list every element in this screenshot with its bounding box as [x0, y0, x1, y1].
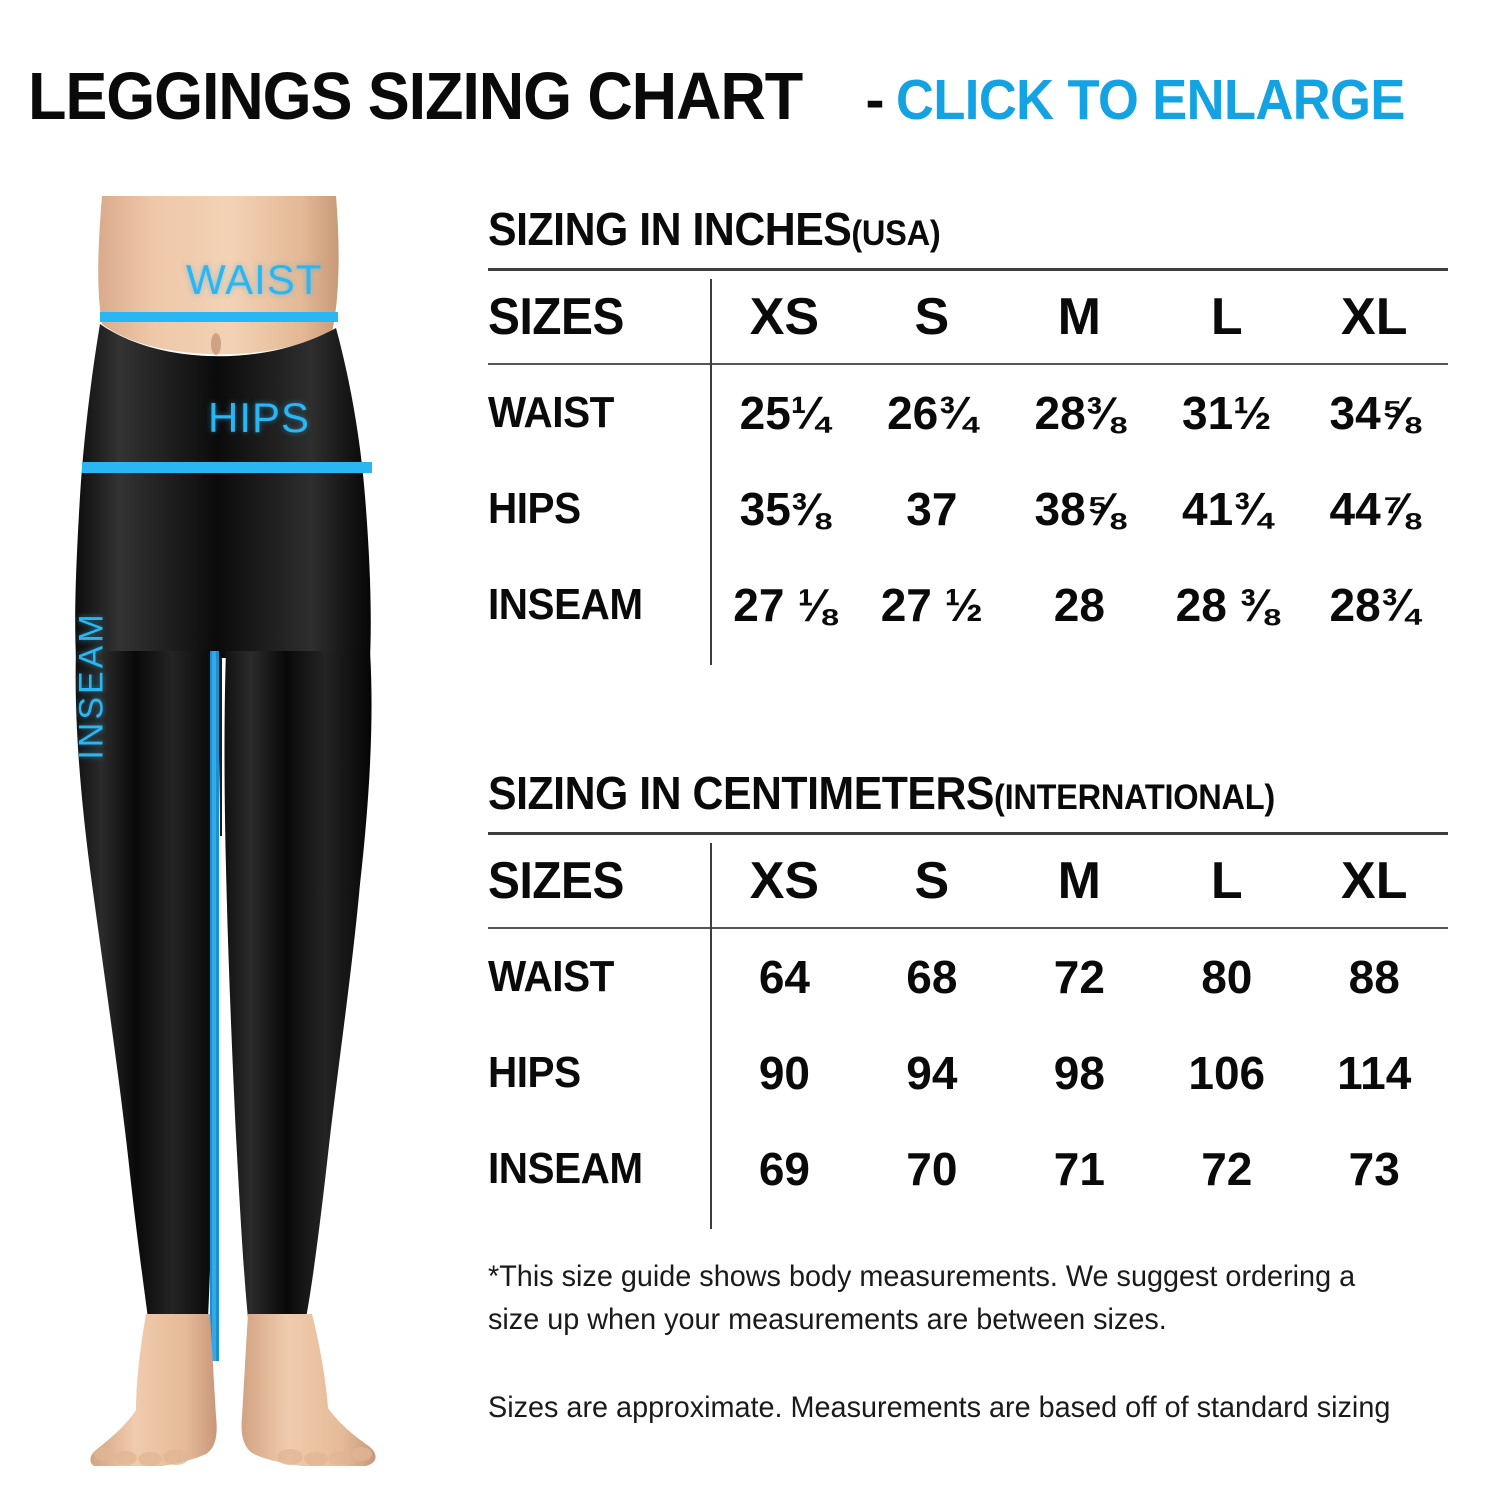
inches-row-hips-label: HIPS	[488, 484, 581, 533]
leggings-right-leg	[224, 651, 372, 1318]
inches-inseam-xs: 27 ⅛	[733, 579, 836, 631]
torso-skin	[98, 196, 339, 355]
inches-waist-s: 26¾	[887, 387, 977, 439]
cm-waist-s: 68	[906, 951, 958, 1003]
cm-header-row: SIZES XS S M L XL	[488, 835, 1448, 927]
inches-inseam-s: 27 ½	[880, 579, 984, 631]
click-to-enlarge-label[interactable]: CLICK TO ENLARGE	[896, 68, 1406, 132]
cm-table-vertical-divider	[710, 843, 712, 1229]
table-row: HIPS 90 94 98 106 114	[488, 1025, 1448, 1121]
inches-heading-sub: (USA)	[851, 214, 941, 253]
footnote-approximate: Sizes are approximate. Measurements are …	[488, 1391, 1391, 1425]
cm-waist-m: 72	[1053, 951, 1105, 1003]
table-row: HIPS 35⅜ 37 38⅝ 41¾ 44⅞	[488, 461, 1448, 557]
page-title: LEGGINGS SIZING CHART - CLICK TO ENLARGE	[28, 58, 1472, 134]
inches-waist-m: 28⅜	[1034, 387, 1125, 439]
inches-table-block: SIZING IN INCHES(USA) SIZES XS S M L XL …	[488, 206, 1448, 665]
table-row: INSEAM 69 70 71 72 73	[488, 1121, 1448, 1217]
table-row: WAIST 64 68 72 80 88	[488, 929, 1448, 1025]
cm-col-l: L	[1210, 852, 1243, 910]
cm-inseam-xl: 73	[1348, 1143, 1400, 1195]
inches-heading-main: SIZING IN INCHES	[488, 203, 852, 255]
page-title-main: LEGGINGS SIZING CHART	[28, 59, 803, 134]
inseam-stripe-highlight	[212, 651, 216, 1361]
inches-col-m: M	[1057, 288, 1101, 346]
cm-heading-main: SIZING IN CENTIMETERS	[488, 767, 995, 819]
cm-row-inseam-label: INSEAM	[488, 1144, 643, 1193]
leggings-hips	[75, 324, 371, 658]
inches-hips-xs: 35⅜	[739, 483, 830, 535]
inches-hips-l: 41¾	[1182, 483, 1272, 535]
inches-heading-rule	[488, 268, 1448, 271]
page-title-dash: -	[865, 68, 885, 132]
cm-waist-xl: 88	[1348, 951, 1400, 1003]
inches-hips-xl: 44⅞	[1329, 483, 1420, 535]
cm-hips-xs: 90	[758, 1047, 810, 1099]
cm-table-heading: SIZING IN CENTIMETERS(INTERNATIONAL)	[488, 770, 1381, 816]
cm-col-s: S	[914, 852, 950, 910]
inches-waist-l: 31½	[1182, 387, 1272, 439]
cm-heading-rule	[488, 832, 1448, 835]
cm-col-xl: XL	[1341, 852, 1408, 910]
leggings-left-leg	[75, 651, 218, 1318]
inches-inseam-l: 28 ⅜	[1175, 579, 1278, 631]
inches-waist-xl: 34⅝	[1329, 387, 1420, 439]
model-figure-svg	[75, 196, 376, 1466]
inches-row-inseam-label: INSEAM	[488, 580, 643, 629]
cm-row-waist-label: WAIST	[488, 952, 614, 1001]
cm-hips-m: 98	[1053, 1047, 1105, 1099]
navel	[211, 333, 221, 355]
cm-table: SIZES XS S M L XL WAIST 64 68 72 80 88 H…	[488, 835, 1448, 1217]
cm-header-rule	[488, 927, 1448, 929]
hips-measure-line	[82, 462, 372, 473]
inches-waist-xs: 25¼	[739, 387, 830, 439]
right-foot	[241, 1314, 376, 1466]
cm-inseam-m: 71	[1053, 1143, 1105, 1195]
cm-waist-l: 80	[1201, 951, 1253, 1003]
cm-hips-s: 94	[906, 1047, 958, 1099]
cm-waist-xs: 64	[758, 951, 810, 1003]
cm-hips-l: 106	[1188, 1047, 1266, 1099]
inches-hips-s: 37	[906, 483, 958, 535]
inches-header-rule	[488, 363, 1448, 365]
left-foot	[90, 1314, 217, 1466]
footnote-size-guide: *This size guide shows body measurements…	[488, 1260, 1356, 1336]
footnotes: *This size guide shows body measurements…	[488, 1256, 1400, 1430]
inches-col-s: S	[914, 288, 950, 346]
inches-col-xl: XL	[1341, 288, 1408, 346]
inches-col-l: L	[1210, 288, 1243, 346]
cm-table-block: SIZING IN CENTIMETERS(INTERNATIONAL) SIZ…	[488, 770, 1448, 1229]
cm-col-xs: XS	[749, 852, 820, 910]
cm-inseam-s: 70	[906, 1143, 958, 1195]
cm-heading-sub: (INTERNATIONAL)	[994, 778, 1275, 817]
table-row: WAIST 25¼ 26¾ 28⅜ 31½ 34⅝	[488, 365, 1448, 461]
inches-table-vertical-divider	[710, 279, 712, 665]
inches-header-row: SIZES XS S M L XL	[488, 271, 1448, 363]
inches-col-sizes: SIZES	[488, 288, 624, 346]
inches-table-heading: SIZING IN INCHES(USA)	[488, 206, 1381, 252]
inches-row-waist-label: WAIST	[488, 388, 614, 437]
inches-inseam-xl: 28¾	[1329, 579, 1420, 631]
cm-hips-xl: 114	[1337, 1047, 1412, 1099]
inches-table: SIZES XS S M L XL WAIST 25¼ 26¾ 28⅜ 31½ …	[488, 271, 1448, 653]
inches-hips-m: 38⅝	[1034, 483, 1125, 535]
toes	[94, 1447, 372, 1466]
waist-measure-line	[100, 312, 338, 322]
table-row: INSEAM 27 ⅛ 27 ½ 28 28 ⅜ 28¾	[488, 557, 1448, 653]
cm-col-sizes: SIZES	[488, 852, 624, 910]
cm-row-hips-label: HIPS	[488, 1048, 581, 1097]
inches-col-xs: XS	[749, 288, 820, 346]
leggings-illustration: WAIST HIPS INSEAM	[40, 196, 440, 1466]
inches-inseam-m: 28	[1053, 579, 1105, 631]
cm-inseam-l: 72	[1201, 1143, 1253, 1195]
cm-col-m: M	[1057, 852, 1101, 910]
cm-inseam-xs: 69	[758, 1143, 810, 1195]
